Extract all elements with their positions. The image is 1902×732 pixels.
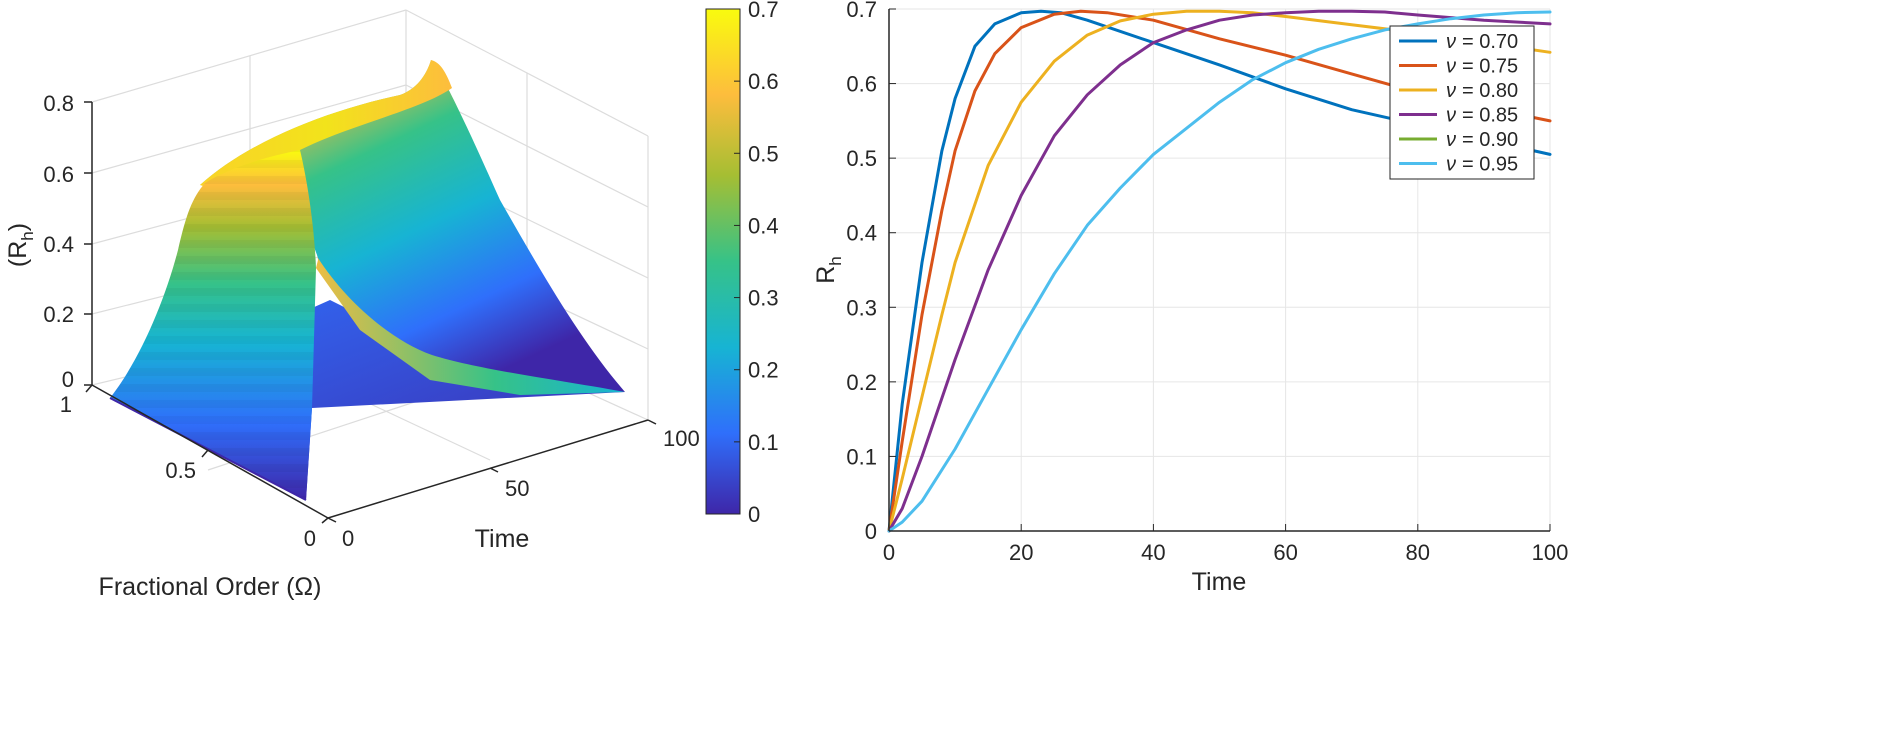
y-tick-label: 0.1 bbox=[846, 444, 877, 469]
line-y-label: Rh bbox=[812, 256, 845, 284]
z-tick-1: 0.2 bbox=[43, 302, 74, 327]
y-tick-label: 0.3 bbox=[846, 295, 877, 320]
surface-plot: 0 0.2 0.4 0.6 0.8 1 0.5 0 0 50 100 Time … bbox=[4, 9, 700, 601]
colorbar: 0 0.1 0.2 0.3 0.4 0.5 0.6 0.7 bbox=[705, 0, 779, 527]
surface-front-edge bbox=[109, 397, 307, 501]
line-x-label: Time bbox=[1192, 568, 1247, 596]
colorbar-tick-label: 0.4 bbox=[748, 213, 779, 238]
colorbar-tick-label: 0.1 bbox=[748, 430, 779, 455]
colorbar-ticks: 0 0.1 0.2 0.3 0.4 0.5 0.6 0.7 bbox=[734, 0, 779, 527]
line-axes: 0 20 40 60 80 100 0 0.1 0.2 0.3 0.4 0.5 0.6 0.7 bbox=[846, 0, 1568, 565]
surface bbox=[109, 60, 625, 501]
z-tick-2: 0.4 bbox=[43, 232, 74, 257]
legend-box bbox=[1389, 25, 1535, 180]
surface-y-label: Fractional Order (Ω) bbox=[99, 573, 322, 601]
x-tick-label: 20 bbox=[1009, 540, 1033, 565]
colorbar-tick-label: 0 bbox=[748, 502, 760, 527]
z-tick-3: 0.6 bbox=[43, 162, 74, 187]
legend-label-3: = 0.85 bbox=[1462, 105, 1518, 127]
legend-nu-symbol: ν bbox=[1446, 56, 1456, 78]
colorbar-tick-label: 0.6 bbox=[748, 69, 779, 94]
legend-label-1: = 0.75 bbox=[1462, 56, 1518, 78]
y-tick-label: 0.6 bbox=[846, 72, 877, 97]
series-line-3 bbox=[887, 9, 1552, 533]
x-tick-100: 100 bbox=[663, 426, 700, 451]
y-tick-label: 0.7 bbox=[846, 0, 877, 22]
legend-nu-symbol: ν bbox=[1446, 129, 1456, 151]
y-tick-0: 0 bbox=[304, 526, 316, 551]
surface-z-label: (Rh) bbox=[4, 223, 37, 267]
legend-nu-symbol: ν bbox=[1446, 154, 1456, 176]
x-tick-label: 40 bbox=[1141, 540, 1165, 565]
y-tick-label: 0 bbox=[865, 519, 877, 544]
series-line-0 bbox=[887, 9, 1552, 533]
legend-nu-symbol: ν bbox=[1446, 31, 1456, 53]
x-tick-label: 100 bbox=[1532, 540, 1569, 565]
z-tick-0: 0 bbox=[62, 367, 74, 392]
colorbar-tick-label: 0.3 bbox=[748, 286, 779, 311]
x-tick-label: 0 bbox=[883, 540, 895, 565]
legend-nu-symbol: ν bbox=[1446, 105, 1456, 127]
x-tick-label: 60 bbox=[1273, 540, 1297, 565]
surface-x-label: Time bbox=[475, 525, 530, 553]
surface-axis-lines bbox=[84, 101, 657, 524]
y-tick-label: 0.5 bbox=[846, 146, 877, 171]
y-tick-1: 1 bbox=[60, 392, 72, 417]
x-tick-label: 80 bbox=[1406, 540, 1430, 565]
series-line-2 bbox=[887, 9, 1552, 533]
series-line-1 bbox=[887, 9, 1552, 533]
legend-label-2: = 0.80 bbox=[1462, 80, 1518, 102]
x-tick-50: 50 bbox=[505, 476, 529, 501]
colorbar-tick-label: 0.5 bbox=[748, 141, 779, 166]
legend-label-0: = 0.70 bbox=[1462, 31, 1518, 53]
legend-label-4: = 0.90 bbox=[1462, 129, 1518, 151]
colorbar-tick-label: 0.7 bbox=[748, 0, 779, 22]
surface-inner-face bbox=[300, 135, 625, 395]
colorbar-tick-label: 0.2 bbox=[748, 358, 779, 383]
legend-label-5: = 0.95 bbox=[1462, 154, 1518, 176]
x-tick-0: 0 bbox=[342, 526, 354, 551]
y-tick-label: 0.4 bbox=[846, 221, 877, 246]
legend-nu-symbol: ν bbox=[1446, 80, 1456, 102]
legend: ν = 0.70 ν = 0.75 ν = 0.80 ν = 0.85 ν = 0.90 ν = 0.… bbox=[1389, 25, 1535, 180]
y-tick-0.5: 0.5 bbox=[165, 458, 196, 483]
z-tick-4: 0.8 bbox=[43, 91, 74, 116]
y-tick-label: 0.2 bbox=[846, 370, 877, 395]
series-lines bbox=[887, 9, 1552, 533]
series-line-5 bbox=[887, 10, 1552, 533]
colorbar-scale bbox=[705, 8, 741, 515]
